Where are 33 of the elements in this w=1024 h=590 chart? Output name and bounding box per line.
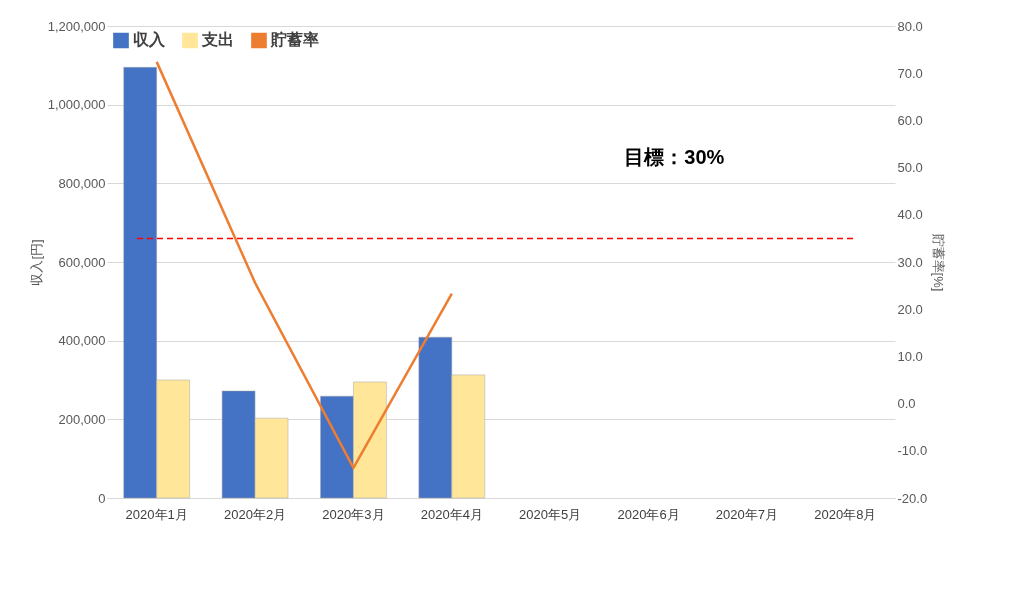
- y2-tick-label: 20.0: [897, 301, 923, 317]
- y2-tick-label: 10.0: [897, 348, 923, 364]
- y-tick-label: 400,000: [58, 333, 106, 349]
- legend-label: 支出: [201, 31, 234, 49]
- y-axis-title: 収入[円]: [28, 239, 44, 286]
- y2-tick-label: -10.0: [897, 443, 928, 459]
- y-tick-label: 0: [98, 490, 106, 506]
- y-tick-label: 600,000: [58, 254, 106, 270]
- x-tick-label: 2020年2月: [223, 506, 287, 522]
- y2-tick-label: 0.0: [897, 396, 916, 412]
- y2-tick-label: 40.0: [897, 207, 923, 223]
- y-tick-label: 200,000: [58, 411, 106, 427]
- y-tick-label: 800,000: [58, 175, 106, 191]
- y2-tick-label: 50.0: [897, 160, 923, 176]
- y2-tick-label: 30.0: [897, 254, 923, 270]
- x-tick-label: 2020年6月: [617, 506, 680, 522]
- y-tick-label: 1,200,000: [47, 18, 106, 34]
- x-tick-label: 2020年4月: [420, 506, 483, 522]
- x-tick-label: 2020年5月: [519, 506, 582, 522]
- y-tick-label: 1,000,000: [47, 97, 106, 113]
- y2-tick-label: -20.0: [897, 490, 928, 506]
- x-tick-label: 2020年3月: [322, 506, 385, 522]
- x-tick-label: 2020年1月: [125, 506, 188, 522]
- x-tick-label: 2020年7月: [715, 506, 779, 522]
- legend-label: 収入: [133, 31, 166, 49]
- legend-label: 貯蓄率: [270, 30, 319, 49]
- y2-tick-label: 70.0: [897, 65, 923, 81]
- line-series: [155, 60, 454, 470]
- y2-tick-label: 80.0: [897, 18, 923, 34]
- y2-axis-title: 貯蓄率[%]: [931, 233, 947, 292]
- x-tick-label: 2020年8月: [814, 506, 877, 522]
- annotation: 目標：30%: [624, 146, 725, 169]
- y2-tick-label: 60.0: [897, 112, 923, 128]
